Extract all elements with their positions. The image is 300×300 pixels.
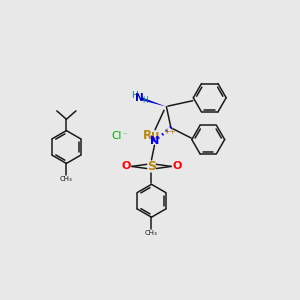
Text: N: N: [150, 136, 159, 146]
Text: H: H: [142, 96, 148, 105]
Text: O: O: [122, 161, 131, 171]
Text: Cl: Cl: [112, 131, 122, 141]
Text: S: S: [147, 160, 156, 173]
Text: H: H: [131, 91, 138, 100]
Text: O: O: [172, 161, 182, 171]
Text: CH₃: CH₃: [60, 176, 73, 182]
Text: CH₃: CH₃: [145, 230, 158, 236]
Text: ++: ++: [163, 127, 175, 136]
Text: Ru: Ru: [143, 129, 160, 142]
Polygon shape: [141, 97, 166, 107]
Text: ⁻: ⁻: [122, 130, 127, 139]
Text: N: N: [135, 93, 144, 103]
